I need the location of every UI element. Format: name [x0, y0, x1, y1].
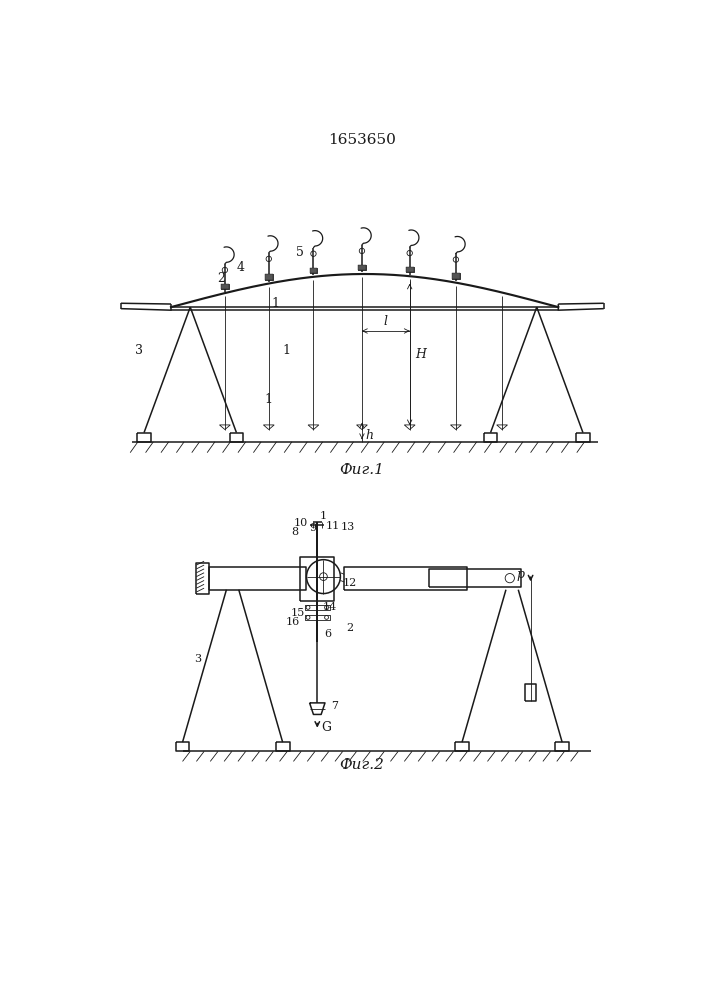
Text: 13: 13	[341, 522, 355, 532]
Text: 15: 15	[290, 608, 305, 618]
Text: 14: 14	[322, 602, 337, 612]
Text: 1: 1	[320, 511, 327, 521]
Text: H: H	[415, 348, 426, 361]
Text: Фиг.2: Фиг.2	[339, 758, 385, 772]
Text: p: p	[517, 568, 525, 581]
Text: 1: 1	[271, 297, 279, 310]
Text: 5: 5	[296, 246, 303, 259]
Text: 1653650: 1653650	[328, 133, 396, 147]
Text: 16: 16	[286, 617, 300, 627]
Text: 10: 10	[293, 518, 308, 528]
Text: 3: 3	[194, 654, 201, 664]
Text: 11: 11	[325, 521, 340, 531]
Bar	[265, 274, 273, 280]
Text: 3: 3	[134, 344, 143, 358]
Text: 6: 6	[325, 629, 332, 639]
Text: Фиг.1: Фиг.1	[339, 463, 385, 477]
Bar	[452, 273, 460, 279]
Text: G: G	[322, 721, 332, 734]
Text: 12: 12	[342, 578, 357, 588]
Text: 9: 9	[309, 523, 316, 533]
Text: 8: 8	[291, 527, 298, 537]
Bar	[358, 265, 366, 270]
Text: 1: 1	[265, 393, 273, 406]
Text: 7: 7	[331, 701, 338, 711]
Bar	[221, 284, 229, 289]
Text: h: h	[366, 429, 374, 442]
Text: 2: 2	[346, 623, 354, 633]
Text: l: l	[384, 315, 388, 328]
Bar	[406, 267, 414, 272]
Text: 4: 4	[237, 261, 245, 274]
Bar	[310, 268, 317, 273]
Text: 1: 1	[283, 344, 291, 358]
Text: 2: 2	[217, 272, 225, 285]
